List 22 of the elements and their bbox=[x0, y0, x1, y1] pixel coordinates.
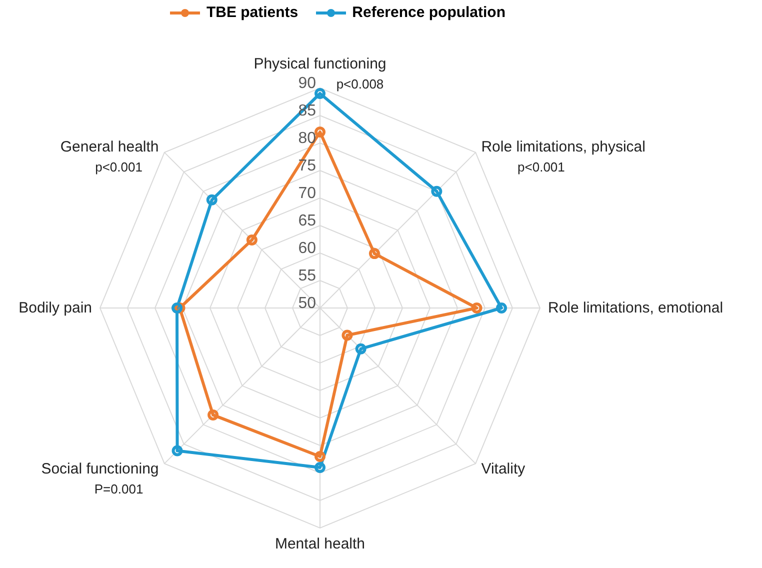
y-tick-label: 70 bbox=[298, 185, 316, 202]
y-tick-label: 80 bbox=[298, 130, 316, 147]
spoke-label: Vitality bbox=[481, 460, 526, 478]
y-tick-label: 60 bbox=[298, 240, 316, 257]
y-tick-label: 75 bbox=[298, 158, 316, 174]
text: p<0.001 bbox=[95, 159, 142, 174]
legend-label: Reference population bbox=[352, 4, 506, 21]
spoke-label: Bodily pain bbox=[18, 300, 92, 316]
y-tick-label: 50 bbox=[298, 295, 316, 312]
spoke-label: Role limitations, physical bbox=[481, 138, 646, 156]
y-tick-label: 90 bbox=[298, 75, 316, 92]
text: p<0.001 bbox=[518, 159, 565, 174]
spoke-label: Mental health bbox=[274, 536, 366, 552]
y-tick-label: 55 bbox=[298, 268, 316, 284]
text: p<0.008 bbox=[336, 76, 384, 92]
spoke-label: Social functioning bbox=[41, 460, 159, 478]
y-tick-label: 65 bbox=[298, 212, 316, 230]
legend-label: TBE patients bbox=[206, 4, 298, 21]
spoke-label: Role limitations, emotional bbox=[548, 300, 724, 316]
text: P=0.001 bbox=[94, 482, 144, 497]
spoke-label: General health bbox=[60, 138, 159, 156]
spoke-label: Physical functioning bbox=[254, 56, 386, 72]
